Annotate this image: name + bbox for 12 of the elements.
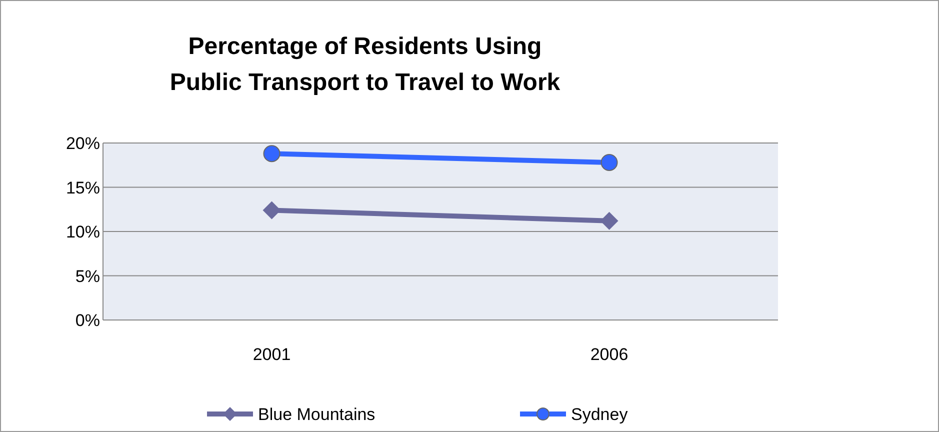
y-tick-label: 5% [75,266,100,286]
y-tick-label: 15% [66,178,100,198]
point [263,145,280,162]
x-tick-label: 2006 [590,345,628,364]
y-tick-label: 10% [66,222,100,242]
point [600,154,618,171]
legend-label: Blue Mountains [258,405,376,424]
y-tick-label: 0% [75,311,100,330]
y-tick-label: 20% [66,134,100,153]
legend-label: Sydney [571,405,628,424]
x-tick-label: 2001 [252,345,291,364]
chart-title: Percentage of Residents Using Public Transport to Travel to Work [170,33,561,96]
